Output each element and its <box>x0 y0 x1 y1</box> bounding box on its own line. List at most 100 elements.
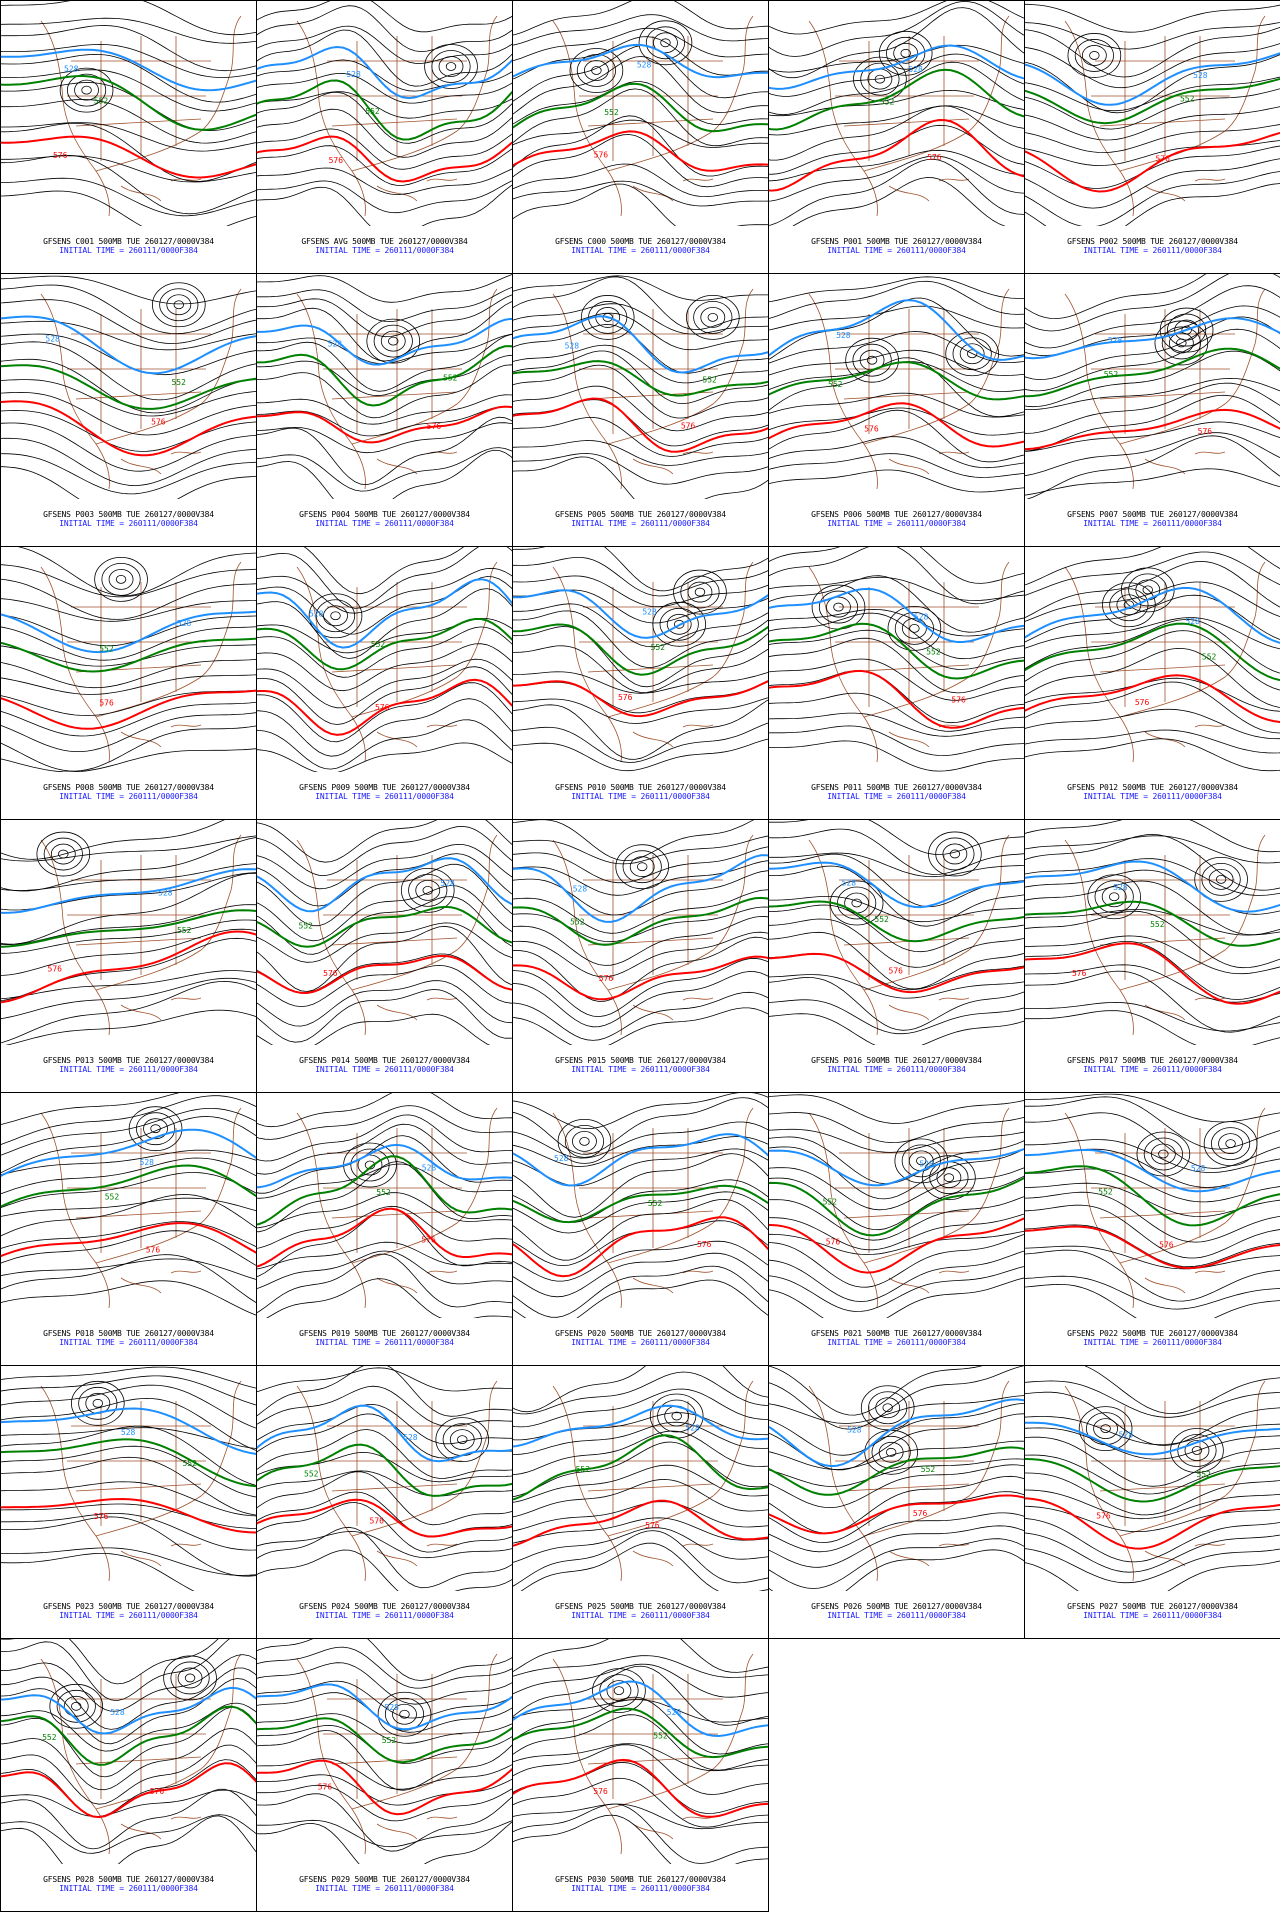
contour-528 <box>513 1404 768 1448</box>
ensemble-panel: 528 552 576 GFSENS P023 500MB TUE 260127/00… <box>0 1365 257 1639</box>
contour-label: 552 <box>570 917 585 926</box>
height-contours <box>1025 3 1280 226</box>
contour-576 <box>1025 1225 1280 1270</box>
contour-label: 552 <box>880 98 895 107</box>
contour-label: 552 <box>177 926 192 935</box>
panel-caption-init-time: INITIAL TIME = 260111/0000F384 <box>315 246 454 255</box>
contour-552 <box>513 1184 768 1224</box>
contour-label: 552 <box>371 640 386 649</box>
panel-caption-init-time: INITIAL TIME = 260111/0000F384 <box>315 1611 454 1620</box>
height-contours <box>513 1 768 226</box>
height-contours <box>513 547 768 772</box>
height-contour-map: 528 552 576 <box>1 547 256 772</box>
contour-label: 552 <box>94 96 109 105</box>
panel-caption-run: GFSENS P024 500MB TUE 260127/0000V384 <box>299 1602 470 1611</box>
contour-label: 576 <box>48 965 63 974</box>
contour-528 <box>257 857 512 913</box>
panel-caption-run: GFSENS P020 500MB TUE 260127/0000V384 <box>555 1329 726 1338</box>
height-contour-map: 528 552 576 <box>257 274 512 499</box>
contour-label: 528 <box>637 60 652 69</box>
panel-caption-init-time: INITIAL TIME = 260111/0000F384 <box>571 246 710 255</box>
height-contours <box>257 1639 512 1864</box>
contour-label: 552 <box>182 1459 197 1468</box>
contour-552 <box>513 896 768 946</box>
height-contour-map: 528 552 576 <box>513 820 768 1045</box>
contour-576 <box>513 397 768 453</box>
contour-552 <box>513 1434 768 1501</box>
ensemble-panel: 528 552 576 GFSENS P009 500MB TUE 260127/00… <box>256 546 513 820</box>
height-contours <box>1 1093 256 1316</box>
contour-label: 552 <box>443 374 458 383</box>
height-contours <box>769 1094 1024 1318</box>
height-contours <box>257 547 512 772</box>
panel-caption-init-time: INITIAL TIME = 260111/0000F384 <box>571 1611 710 1620</box>
contour-576 <box>769 952 1024 994</box>
contour-552 <box>257 905 512 948</box>
contour-label: 552 <box>874 915 889 924</box>
contour-label: 528 <box>1185 617 1200 626</box>
contour-label: 528 <box>1119 1430 1134 1439</box>
panel-caption-init-time: INITIAL TIME = 260111/0000F384 <box>315 519 454 528</box>
contour-label: 552 <box>365 107 380 116</box>
contour-552 <box>769 68 1024 131</box>
height-contours <box>769 276 1024 493</box>
contour-552 <box>769 361 1024 401</box>
contour-label: 528 <box>422 1164 437 1173</box>
coastline-borders <box>40 834 242 1036</box>
height-contours <box>1 820 256 1045</box>
contour-552 <box>1 637 256 673</box>
panel-caption-run: GFSENS C000 500MB TUE 260127/0000V384 <box>555 237 726 246</box>
contour-576 <box>513 1499 768 1547</box>
contour-528 <box>257 45 512 100</box>
coastline-borders <box>296 1107 498 1309</box>
height-contour-map: 528 552 576 <box>769 547 1024 772</box>
contour-576 <box>257 678 512 736</box>
contour-528 <box>257 317 512 366</box>
panel-caption-run: GFSENS P030 500MB TUE 260127/0000V384 <box>555 1875 726 1884</box>
contour-576 <box>1025 674 1280 723</box>
panel-caption-init-time: INITIAL TIME = 260111/0000F384 <box>315 792 454 801</box>
panel-caption-init-time: INITIAL TIME = 260111/0000F384 <box>827 1338 966 1347</box>
contour-552 <box>1 1438 256 1488</box>
height-contours <box>513 1366 768 1591</box>
panel-caption-run: GFSENS P016 500MB TUE 260127/0000V384 <box>811 1056 982 1065</box>
contour-576 <box>1 135 256 179</box>
height-contours <box>769 1366 1024 1591</box>
coastline-borders <box>296 15 498 217</box>
panel-caption-init-time: INITIAL TIME = 260111/0000F384 <box>315 1338 454 1347</box>
height-contour-map: 528 552 576 <box>257 1 512 226</box>
coastline-borders <box>296 1380 498 1582</box>
contour-528 <box>1 610 256 654</box>
ensemble-panel: 528 552 576 GFSENS P018 500MB TUE 260127/00… <box>0 1092 257 1366</box>
contour-528 <box>1025 860 1280 913</box>
contour-label: 576 <box>427 422 442 431</box>
ensemble-panel: 528 552 576 GFSENS P012 500MB TUE 260127/00… <box>1024 546 1280 820</box>
height-contour-map: 528 552 576 <box>257 1366 512 1591</box>
contour-552 <box>513 1707 768 1759</box>
height-contours <box>1025 820 1280 1045</box>
panel-caption-run: GFSENS P007 500MB TUE 260127/0000V384 <box>1067 510 1238 519</box>
contour-552 <box>1025 77 1280 125</box>
panel-caption-run: GFSENS P010 500MB TUE 260127/0000V384 <box>555 783 726 792</box>
contour-576 <box>769 1494 1024 1535</box>
contour-label: 576 <box>864 424 879 433</box>
panel-caption-run: GFSENS P025 500MB TUE 260127/0000V384 <box>555 1602 726 1611</box>
contour-label: 528 <box>309 609 324 618</box>
contour-label: 576 <box>370 1516 385 1525</box>
contour-576 <box>1 1222 256 1258</box>
contour-label: 552 <box>576 1465 591 1474</box>
ensemble-panel: 528 552 576 GFSENS P030 500MB TUE 260127/00… <box>512 1638 769 1912</box>
height-contours <box>1 1366 256 1591</box>
ensemble-panel: 528 552 576 GFSENS P026 500MB TUE 260127/00… <box>768 1365 1025 1639</box>
ensemble-panel: 528 552 576 GFSENS P028 500MB TUE 260127/00… <box>0 1638 257 1912</box>
contour-552 <box>769 1446 1024 1496</box>
contour-552 <box>1 909 256 948</box>
panel-caption-init-time: INITIAL TIME = 260111/0000F384 <box>1083 246 1222 255</box>
panel-caption-init-time: INITIAL TIME = 260111/0000F384 <box>1083 1611 1222 1620</box>
contour-label: 552 <box>1180 94 1195 103</box>
ensemble-panel: 528 552 576 GFSENS P013 500MB TUE 260127/00… <box>0 819 257 1093</box>
contour-label: 576 <box>1135 698 1150 707</box>
contour-576 <box>257 135 512 183</box>
contour-label: 552 <box>171 378 186 387</box>
height-contours <box>1 1 256 226</box>
